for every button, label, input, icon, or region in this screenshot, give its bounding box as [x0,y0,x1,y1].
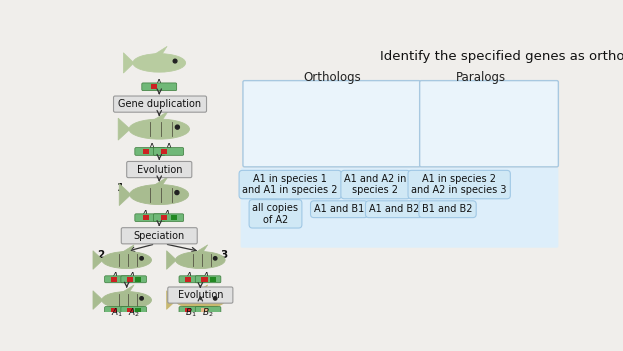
FancyBboxPatch shape [195,307,221,313]
Text: 3: 3 [220,250,227,260]
Circle shape [214,297,217,300]
Bar [111,277,117,282]
Bar [201,277,207,282]
FancyBboxPatch shape [240,168,558,248]
Circle shape [173,59,177,63]
Text: $B_2$: $B_2$ [202,306,214,319]
Bar [111,308,117,312]
Circle shape [140,257,143,260]
Text: A: A [148,143,155,152]
Text: A1 in species 1
and A1 in species 2: A1 in species 1 and A1 in species 2 [242,174,338,196]
Text: A1 and B2: A1 and B2 [369,204,419,214]
Text: A: A [156,79,163,88]
Bar [161,215,168,220]
Text: A1 and A2 in
species 2: A1 and A2 in species 2 [345,174,407,196]
FancyBboxPatch shape [121,307,146,313]
Text: Speciation: Speciation [133,231,185,241]
FancyBboxPatch shape [179,307,204,313]
Polygon shape [119,184,131,206]
FancyBboxPatch shape [168,287,233,303]
Bar [171,215,177,220]
FancyBboxPatch shape [195,276,221,283]
Polygon shape [121,245,134,252]
FancyBboxPatch shape [135,214,165,221]
Polygon shape [154,46,167,55]
FancyBboxPatch shape [179,276,204,283]
Ellipse shape [102,252,151,269]
Bar [185,277,191,282]
FancyBboxPatch shape [121,228,197,244]
Ellipse shape [130,185,189,205]
FancyBboxPatch shape [153,214,184,221]
Bar [127,277,133,282]
Text: $A_1$: $A_1$ [141,208,153,221]
FancyBboxPatch shape [105,307,130,313]
Bar [143,215,149,220]
Circle shape [140,297,143,300]
Polygon shape [123,53,134,73]
Text: Identify the specified genes as orthologs or paralogs.: Identify the specified genes as ortholog… [380,50,623,63]
Polygon shape [196,285,207,292]
Bar [185,308,191,312]
Text: A: A [166,143,173,152]
Text: Evolution: Evolution [178,290,223,300]
Polygon shape [166,291,176,309]
Bar [135,308,141,312]
Ellipse shape [176,252,225,269]
Bar [201,308,207,312]
Bar [151,84,158,90]
Polygon shape [153,177,168,186]
Text: 1: 1 [117,183,124,193]
Text: Paralogs: Paralogs [456,71,506,84]
Text: 2: 2 [98,250,105,260]
FancyBboxPatch shape [153,148,184,155]
Circle shape [175,191,179,194]
Bar [143,149,149,154]
Text: all copies
of A2: all copies of A2 [252,203,298,225]
Text: $A_1$: $A_1$ [185,271,197,283]
Bar [209,277,216,282]
Text: Evolution: Evolution [136,165,182,174]
Polygon shape [121,285,134,292]
Ellipse shape [133,54,186,72]
FancyBboxPatch shape [420,81,558,167]
Polygon shape [196,245,207,252]
Text: $A_1$: $A_1$ [110,271,123,283]
FancyBboxPatch shape [135,148,165,155]
Text: A1 and B1: A1 and B1 [314,204,364,214]
Polygon shape [93,251,103,269]
Text: $A_2$: $A_2$ [128,271,140,283]
Polygon shape [93,291,103,309]
Text: Orthologs: Orthologs [303,71,361,84]
Circle shape [175,125,179,129]
Text: $A_2$: $A_2$ [163,208,175,221]
Text: $A_2$: $A_2$ [128,306,140,319]
Text: Gene duplication: Gene duplication [118,99,202,109]
FancyBboxPatch shape [243,81,421,167]
FancyBboxPatch shape [126,161,192,178]
Text: $B_1$: $B_1$ [185,306,197,319]
Text: A1 in species 2
and A2 in species 3: A1 in species 2 and A2 in species 3 [411,174,507,196]
Polygon shape [153,111,168,120]
Ellipse shape [129,119,189,139]
Polygon shape [166,251,176,269]
Circle shape [214,257,217,260]
Polygon shape [118,118,130,140]
Ellipse shape [102,292,151,309]
FancyBboxPatch shape [105,276,130,283]
Text: B1 and B2: B1 and B2 [422,204,473,214]
Text: $A_2$: $A_2$ [202,271,214,283]
FancyBboxPatch shape [142,83,177,91]
Bar [161,149,168,154]
FancyBboxPatch shape [121,276,146,283]
Bar [135,277,141,282]
Bar [127,308,133,312]
FancyBboxPatch shape [113,96,207,112]
Ellipse shape [176,292,225,309]
Text: $A_1$: $A_1$ [110,306,123,319]
